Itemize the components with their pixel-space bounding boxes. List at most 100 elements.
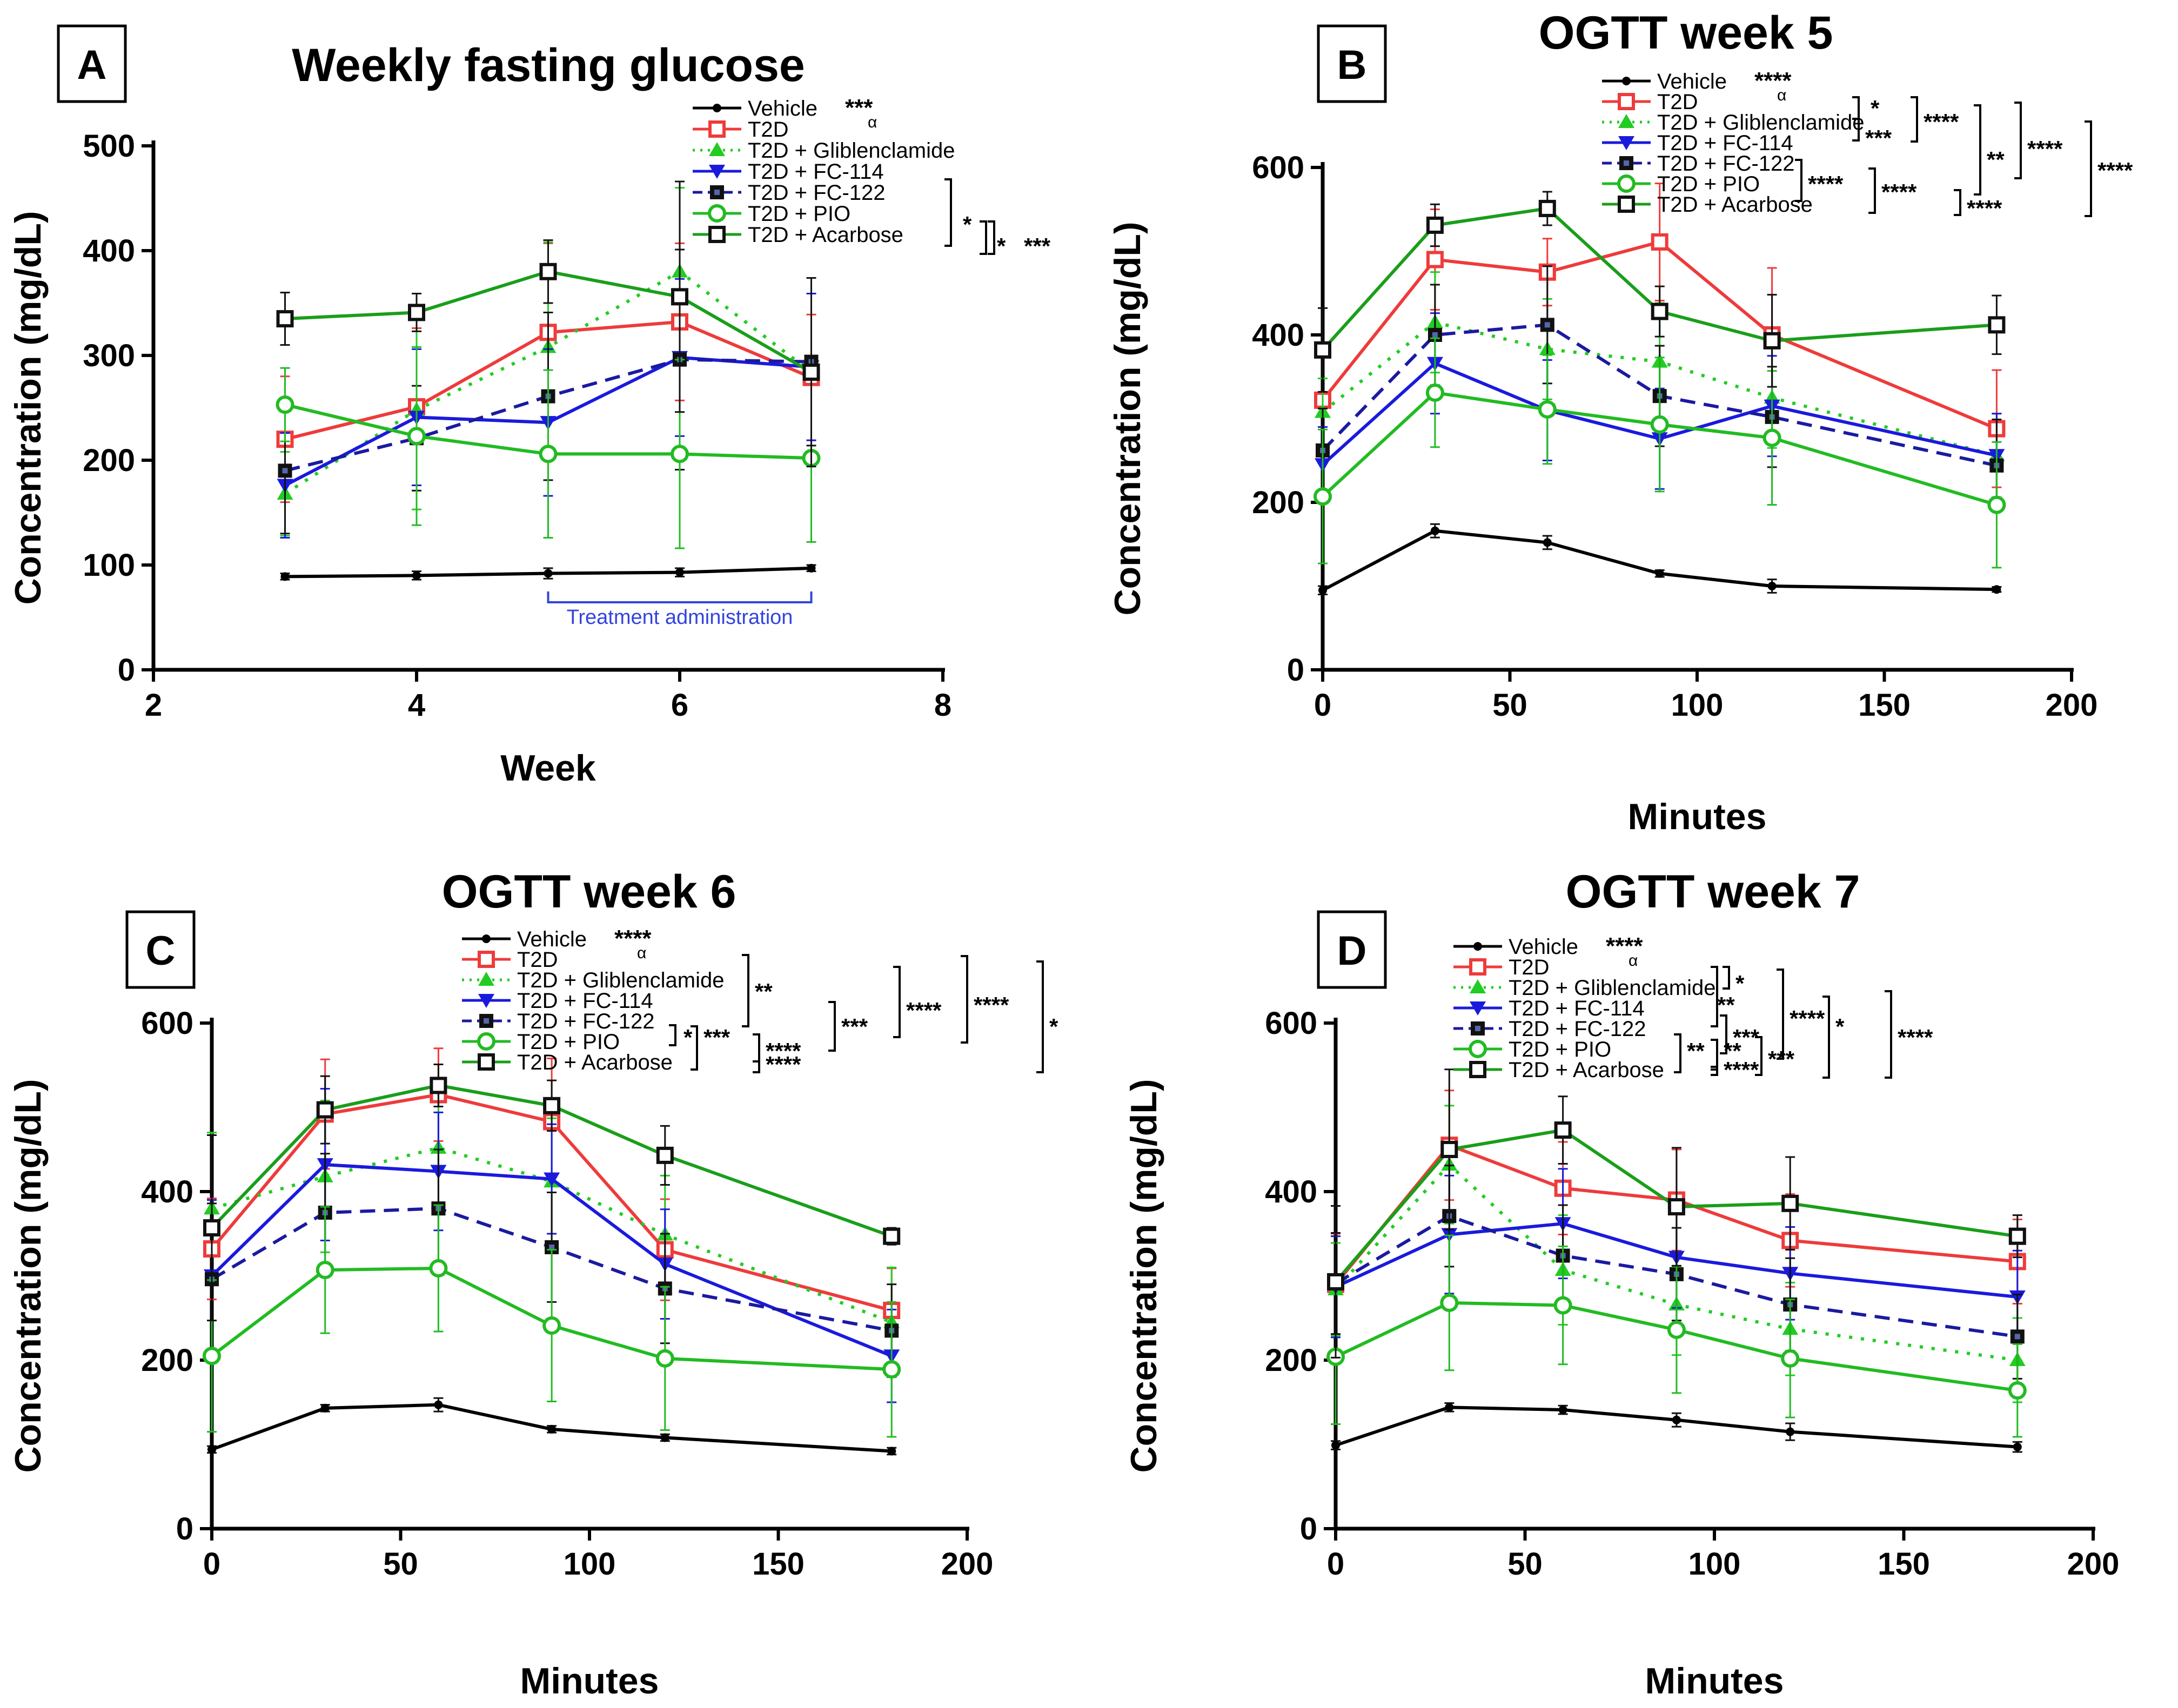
legend-marker — [478, 1053, 495, 1071]
y-axis-label: Concentration (mg/dL) — [8, 211, 49, 604]
bracket-label: **** — [2097, 158, 2133, 183]
bracket — [1911, 96, 1918, 143]
x-tick-label: 50 — [1492, 688, 1527, 723]
y-tick-label: 400 — [1252, 318, 1304, 353]
legend-label: T2D + Acarbose — [517, 1051, 673, 1074]
legend-marker — [477, 1032, 495, 1051]
chart-title: OGTT week 5 — [1539, 7, 1833, 59]
y-tick-label: 0 — [1287, 653, 1304, 688]
panel-label-box — [1317, 24, 1387, 103]
bracket — [691, 1025, 698, 1071]
vehicle-alpha: α — [1777, 86, 1786, 104]
bracket-label: *** — [703, 1025, 731, 1050]
legend-marker — [1473, 942, 1482, 951]
bracket — [1711, 1039, 1718, 1071]
legend-marker — [478, 994, 494, 1008]
y-tick-label: 600 — [141, 1006, 193, 1041]
data-point — [1426, 216, 1444, 234]
x-tick-label: 0 — [1314, 688, 1331, 723]
bracket-label: * — [1735, 971, 1745, 996]
panel-label-box — [57, 24, 127, 103]
legend-marker — [1622, 77, 1631, 85]
bracket — [961, 955, 968, 1044]
data-point — [1786, 1427, 1795, 1436]
data-point — [1988, 316, 2006, 334]
legend-marker — [1469, 1061, 1486, 1078]
bracket-label: **** — [906, 998, 942, 1023]
series-pio — [203, 1204, 901, 1438]
legend-marker — [1470, 979, 1486, 993]
legend-label: T2D + PIO — [748, 202, 850, 226]
legend-marker — [1618, 196, 1635, 213]
panel-label: A — [77, 42, 107, 88]
data-point — [1440, 1141, 1458, 1158]
x-tick-label: 2 — [145, 688, 162, 723]
bracket-label: ** — [1687, 1038, 1705, 1064]
series-line — [210, 1084, 893, 1238]
x-tick-label: 200 — [2067, 1546, 2120, 1582]
data-point — [671, 445, 689, 463]
data-point — [1543, 538, 1552, 547]
data-point — [1767, 582, 1777, 590]
data-point — [2013, 1442, 2022, 1451]
bracket-label: **** — [1790, 1006, 1825, 1031]
data-point — [539, 263, 557, 280]
bracket — [1036, 960, 1044, 1073]
data-point — [656, 1146, 674, 1164]
y-tick-label: 200 — [1265, 1343, 1317, 1378]
panel-label-box — [125, 910, 196, 989]
series-vehicle — [207, 1397, 897, 1456]
data-point — [671, 288, 688, 306]
series-acarbose — [276, 180, 820, 468]
legend-label: T2D + PIO — [517, 1030, 620, 1054]
bracket — [753, 1033, 760, 1063]
legend-label: Vehicle — [517, 927, 587, 951]
data-point — [203, 1347, 221, 1366]
y-axis-label: Concentration (mg/dL) — [1123, 1079, 1164, 1472]
chart-title: OGTT week 7 — [1566, 866, 1860, 918]
y-tick-label: 0 — [1300, 1511, 1317, 1546]
y-tick-label: 500 — [83, 129, 135, 164]
legend-marker — [708, 226, 726, 243]
vehicle-significance: **** — [1754, 68, 1792, 94]
y-tick-label: 0 — [118, 653, 135, 688]
data-point — [1762, 428, 1781, 447]
bracket-label: * — [683, 1025, 693, 1050]
y-tick-label: 400 — [1265, 1174, 1317, 1209]
series-line — [1321, 323, 1998, 467]
data-point — [1651, 233, 1668, 251]
bracket-label: * — [1871, 96, 1880, 121]
series-line — [1322, 529, 1997, 592]
data-point — [278, 463, 292, 478]
bracket — [944, 178, 952, 247]
x-tick-label: 50 — [1507, 1546, 1543, 1582]
legend-marker — [710, 185, 724, 199]
x-axis-label: Minutes — [1645, 1660, 1784, 1702]
legend-label: T2D + Gliblenclamide — [1509, 976, 1716, 1000]
legend-marker — [709, 142, 725, 156]
x-tick-label: 200 — [2046, 688, 2098, 723]
series-line — [1334, 1162, 2018, 1362]
bracket — [1674, 1033, 1681, 1073]
data-point — [807, 563, 816, 573]
data-point — [544, 1172, 560, 1187]
significance-brackets: ************************** — [1674, 966, 1933, 1082]
data-point — [1650, 415, 1669, 434]
panel-D: D OGTT week 7 0 50 100 150 200 0 200 400 600 Minute… — [1123, 866, 2119, 1702]
data-point — [1440, 1293, 1459, 1312]
legend-marker — [479, 1014, 493, 1028]
legend-label: T2D + FC-122 — [748, 181, 886, 205]
legend-marker — [709, 165, 725, 179]
significance-brackets: ** *** — [944, 178, 1051, 259]
bracket — [1868, 167, 1876, 214]
y-tick-label: 0 — [176, 1511, 193, 1546]
bracket — [1974, 104, 1981, 196]
legend-label: T2D + Gliblenclamide — [1657, 111, 1865, 135]
panel-label-box — [1317, 910, 1387, 989]
y-tick-label: 100 — [83, 548, 135, 583]
series-line — [1335, 1406, 2018, 1449]
y-tick-label: 400 — [83, 233, 135, 268]
legend-marker — [482, 934, 491, 943]
